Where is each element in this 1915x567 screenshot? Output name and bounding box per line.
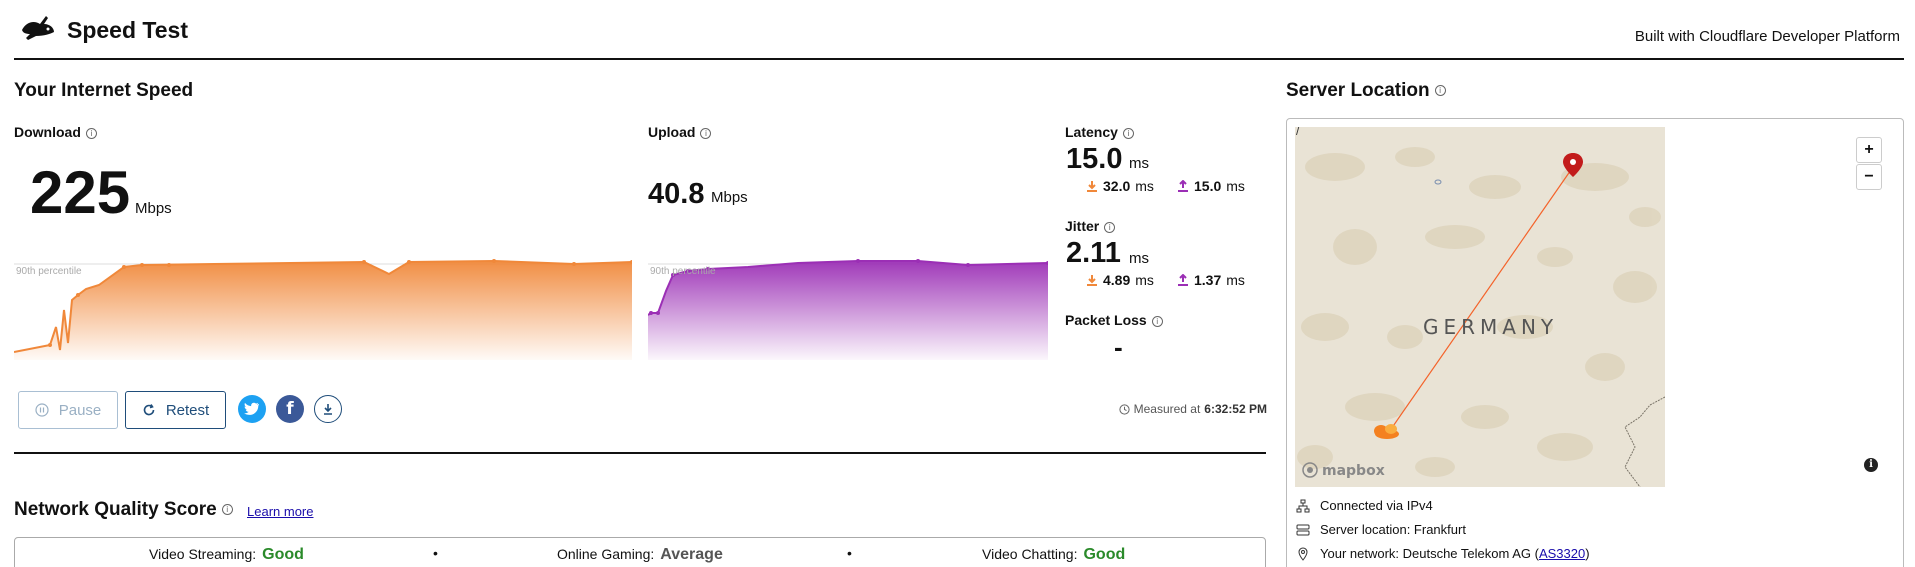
download-arrow-icon xyxy=(1087,181,1097,192)
pause-button[interactable]: Pause xyxy=(18,391,118,429)
jitter-upload: 1.37 ms xyxy=(1177,272,1245,288)
upload-value: 40.8 xyxy=(648,178,705,210)
location-pin-icon xyxy=(1563,153,1583,177)
upload-chart xyxy=(648,259,1048,360)
download-unit: Mbps xyxy=(135,200,172,217)
upload-unit: Mbps xyxy=(711,189,748,206)
pause-icon xyxy=(35,403,49,417)
zoom-out-button[interactable]: − xyxy=(1856,164,1882,190)
packet-loss-label: Packet Loss i xyxy=(1065,312,1163,328)
measured-at: Measured at 6:32:52 PM xyxy=(1118,402,1267,416)
download-area xyxy=(14,261,632,360)
map-attribution-icon[interactable]: i xyxy=(1864,458,1878,472)
info-icon[interactable]: i xyxy=(1151,315,1163,327)
download-percentile-label: 90th percentile xyxy=(16,266,82,277)
latency-download: 32.0 ms xyxy=(1086,178,1154,194)
your-network: Your network: Deutsche Telekom AG (AS332… xyxy=(1296,546,1590,561)
asn-link[interactable]: AS3320 xyxy=(1538,546,1586,561)
upload-percentile-label: 90th percentile xyxy=(650,266,716,277)
separator-dot: • xyxy=(847,545,852,561)
server-section-title: Server Location i xyxy=(1286,80,1446,102)
twitter-icon[interactable] xyxy=(238,395,266,423)
retest-button[interactable]: Retest xyxy=(125,391,226,429)
packet-loss-value: - xyxy=(1114,332,1123,362)
upload-arrow-icon xyxy=(1178,274,1188,286)
download-label: Download i xyxy=(14,124,97,140)
latency-label: Latency i xyxy=(1065,124,1134,140)
download-icon[interactable] xyxy=(314,395,342,423)
map-canvas xyxy=(1295,127,1665,487)
quality-section-title: Network Quality Score i xyxy=(14,499,233,521)
refresh-icon xyxy=(143,404,155,416)
cloudflare-marker xyxy=(1374,424,1399,439)
mapbox-logo: mapbox xyxy=(1322,463,1385,479)
app-title: Speed Test xyxy=(67,17,188,43)
download-value: 225 xyxy=(30,159,131,226)
separator-dot: • xyxy=(433,545,438,561)
quality-box: Video Streaming: Good • Online Gaming: Ave… xyxy=(14,537,1266,567)
info-icon[interactable]: i xyxy=(1104,221,1116,233)
download-chart xyxy=(14,259,632,360)
info-icon[interactable]: i xyxy=(221,504,233,516)
facebook-icon[interactable]: f xyxy=(276,395,304,423)
zoom-in-button[interactable]: + xyxy=(1856,137,1882,163)
upload-area xyxy=(648,261,1048,360)
latency-upload: 15.0 ms xyxy=(1177,178,1245,194)
map-country-label: GERMANY xyxy=(1423,315,1559,339)
section-divider xyxy=(14,452,1266,454)
connection-type: Connected via IPv4 xyxy=(1296,498,1433,513)
server-location: Server location: Frankfurt xyxy=(1296,522,1466,537)
info-icon[interactable]: i xyxy=(700,127,712,139)
jitter-value: 2.11 xyxy=(1066,237,1121,269)
upload-label: Upload i xyxy=(648,124,712,140)
quality-video-chatting: Video Chatting: Good xyxy=(982,546,1126,563)
map-corner-mark: / xyxy=(1296,127,1300,138)
upload-points xyxy=(649,259,1048,315)
download-arrow-icon xyxy=(1087,275,1097,286)
upload-arrow-icon xyxy=(1178,180,1188,192)
jitter-download: 4.89 ms xyxy=(1086,272,1154,288)
speed-section-title: Your Internet Speed xyxy=(14,80,194,101)
server-icon xyxy=(1296,524,1310,535)
download-points xyxy=(48,259,632,347)
jitter-label: Jitter i xyxy=(1065,218,1116,234)
latency-unit: ms xyxy=(1129,155,1149,172)
map-container xyxy=(1286,118,1904,567)
quality-video-streaming: Video Streaming: Good xyxy=(149,546,304,563)
info-icon[interactable]: i xyxy=(1434,85,1446,97)
info-icon[interactable]: i xyxy=(85,127,97,139)
info-icon[interactable]: i xyxy=(1122,127,1134,139)
rabbit-logo-icon xyxy=(22,16,54,40)
network-icon xyxy=(1296,499,1310,512)
built-with-text: Built with Cloudflare Developer Platform xyxy=(1634,28,1900,45)
latency-value: 15.0 xyxy=(1066,143,1123,175)
learn-more-link[interactable]: Learn more xyxy=(247,504,314,519)
map[interactable]: GERMANY mapbox / xyxy=(1295,127,1665,487)
header: Speed Test Built with Cloudflare Develop… xyxy=(14,0,1904,60)
quality-online-gaming: Online Gaming: Average xyxy=(557,546,723,563)
jitter-unit: ms xyxy=(1129,250,1149,267)
clock-icon xyxy=(1118,403,1130,415)
location-icon xyxy=(1298,546,1308,561)
